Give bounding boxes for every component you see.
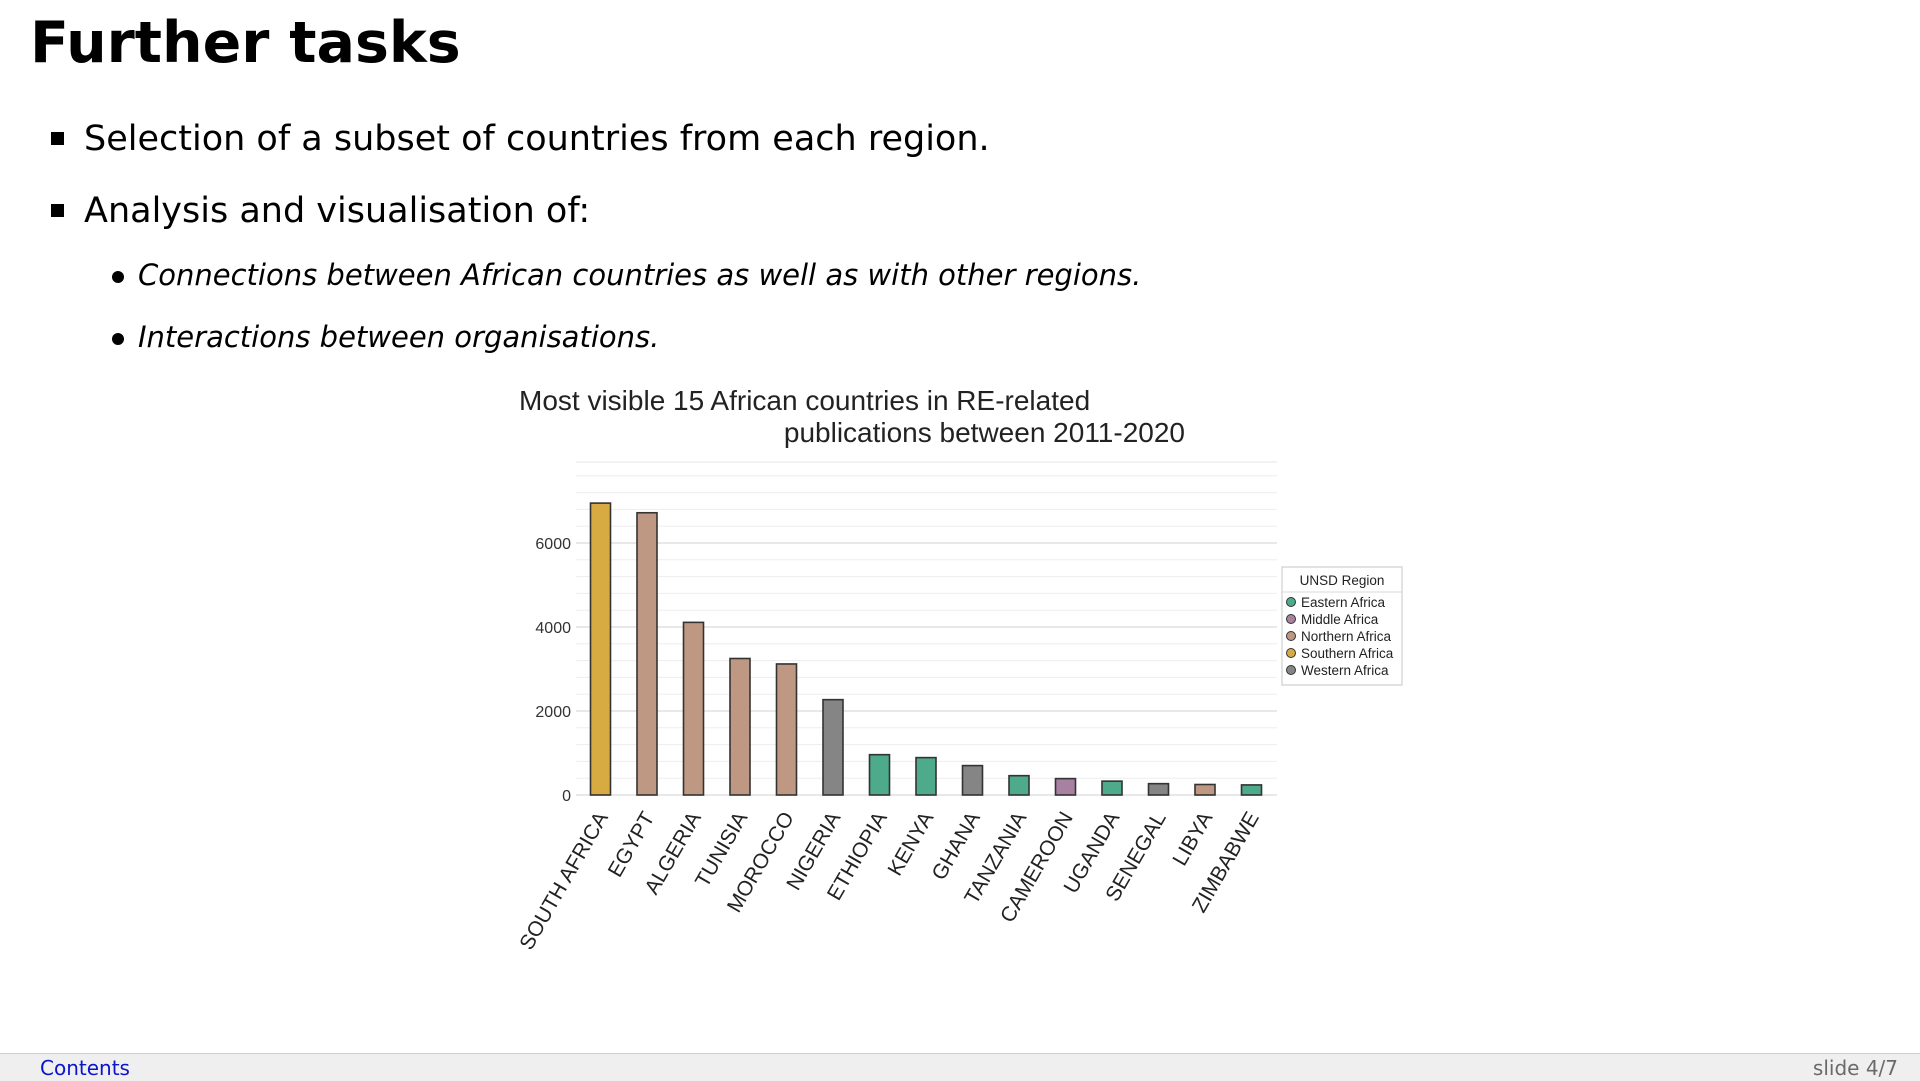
slide-number: slide 4/7 xyxy=(1812,1056,1898,1080)
bar-nigeria xyxy=(822,698,844,796)
chart-title-line: publications between 2011-2020 xyxy=(784,417,1185,448)
legend-entry: Southern Africa xyxy=(1301,646,1394,661)
bar-tunisia xyxy=(729,657,751,796)
y-tick-label: 4000 xyxy=(535,620,571,637)
bar-senegal xyxy=(1147,782,1170,796)
bar-egypt xyxy=(636,511,658,796)
legend-box xyxy=(1281,566,1403,686)
y-tick-label: 6000 xyxy=(535,536,571,553)
legend-marker-icon xyxy=(1286,614,1296,624)
bar-ghana xyxy=(961,764,984,796)
sub-bullet-item: Interactions between organisations. xyxy=(112,319,660,355)
bar-zimbabwe xyxy=(1240,784,1263,796)
bar-libya xyxy=(1194,783,1216,796)
bar-kenya xyxy=(915,756,937,796)
legend-entry: Middle Africa xyxy=(1301,612,1379,627)
sub-bullet-item: Connections between African countries as… xyxy=(112,257,1142,293)
sub-bullet-text: Connections between African countries as… xyxy=(138,258,1142,292)
bullet-text: Analysis and visualisation of: xyxy=(84,191,591,231)
legend-entry: Western Africa xyxy=(1301,663,1389,678)
x-tick-label: LIBYA xyxy=(1168,808,1217,870)
legend-marker-icon xyxy=(1286,665,1296,675)
legend-entry: Northern Africa xyxy=(1301,629,1392,644)
legend-entry: Eastern Africa xyxy=(1301,595,1386,610)
square-bullet-icon xyxy=(51,132,64,145)
bar-south-africa xyxy=(589,502,612,796)
square-bullet-icon xyxy=(51,204,64,217)
round-bullet-icon xyxy=(112,271,124,283)
legend-title: UNSD Region xyxy=(1300,573,1385,588)
bar-uganda xyxy=(1101,780,1123,796)
legend-marker-icon xyxy=(1286,631,1296,641)
bar-algeria xyxy=(682,621,705,796)
footer-bar: Contents slide 4/7 xyxy=(0,1053,1920,1081)
legend-marker-icon xyxy=(1286,597,1296,607)
bar-chart: Most visible 15 African countries in RE-… xyxy=(515,385,1403,954)
round-bullet-icon xyxy=(112,333,124,345)
bar-morocco xyxy=(775,663,798,796)
bullet-item: Selection of a subset of countries from … xyxy=(51,118,990,160)
sub-bullet-text: Interactions between organisations. xyxy=(138,320,660,354)
bar-tanzania xyxy=(1008,774,1030,796)
contents-link[interactable]: Contents xyxy=(40,1056,130,1080)
chart-container: Most visible 15 African countries in RE-… xyxy=(515,385,1403,954)
bar-cameroon xyxy=(1054,777,1077,796)
bullet-item: Analysis and visualisation of: xyxy=(51,190,591,232)
y-tick-label: 0 xyxy=(562,788,571,805)
bar-ethiopia xyxy=(868,753,891,796)
slide-title: Further tasks xyxy=(30,10,461,76)
x-tick-label: SOUTH AFRICA xyxy=(515,808,613,954)
bullet-text: Selection of a subset of countries from … xyxy=(84,119,990,159)
y-tick-label: 2000 xyxy=(535,704,571,721)
chart-title-line: Most visible 15 African countries in RE-… xyxy=(519,385,1090,416)
legend-marker-icon xyxy=(1286,648,1296,658)
